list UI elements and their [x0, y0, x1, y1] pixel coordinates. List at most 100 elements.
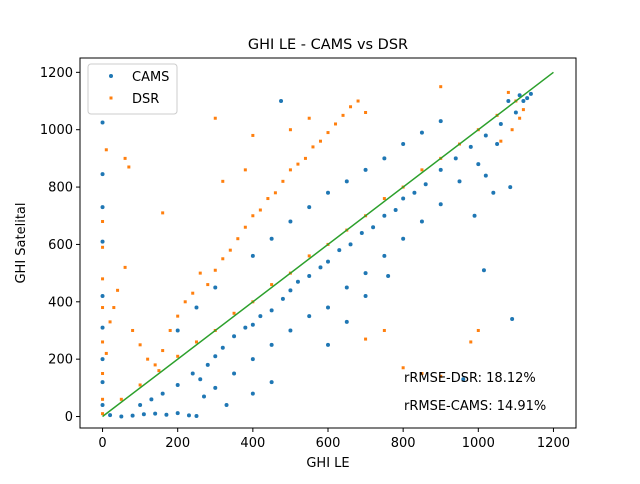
data-point-cams: [153, 411, 158, 416]
data-point-cams: [269, 380, 274, 385]
data-point-cams: [476, 162, 481, 167]
data-point-cams: [348, 242, 353, 247]
data-point-cams: [498, 121, 503, 126]
x-tick-label: 200: [165, 436, 190, 451]
data-point-dsr: [266, 197, 270, 201]
data-point-dsr: [112, 306, 116, 310]
data-point-cams: [108, 413, 113, 418]
data-point-cams: [468, 144, 473, 149]
data-point-cams: [363, 167, 368, 172]
legend-marker-dsr: [109, 96, 113, 100]
data-point-dsr: [161, 211, 165, 215]
data-point-cams: [186, 413, 191, 418]
data-point-cams: [224, 403, 229, 408]
data-point-cams: [307, 205, 312, 210]
y-tick-label: 0: [65, 410, 73, 425]
data-point-dsr: [176, 314, 180, 318]
data-point-dsr: [251, 133, 255, 137]
data-point-cams: [205, 362, 210, 367]
data-point-dsr: [101, 412, 105, 416]
data-point-dsr: [401, 366, 405, 370]
data-point-cams: [382, 213, 387, 218]
data-point-cams: [279, 99, 284, 104]
data-point-dsr: [123, 156, 127, 160]
data-point-cams: [344, 179, 349, 184]
data-point-dsr: [131, 328, 135, 332]
data-point-cams: [243, 325, 248, 330]
data-point-cams: [194, 305, 199, 310]
data-point-dsr: [228, 248, 232, 252]
data-point-dsr: [101, 372, 105, 376]
data-point-cams: [382, 253, 387, 258]
data-point-cams: [232, 371, 237, 376]
data-point-cams: [491, 190, 496, 195]
data-point-dsr: [138, 343, 142, 347]
x-tick-label: 600: [316, 436, 341, 451]
data-point-cams: [382, 156, 387, 161]
data-point-cams: [359, 230, 364, 235]
data-point-dsr: [518, 116, 522, 120]
data-point-dsr: [116, 288, 120, 292]
data-point-cams: [481, 268, 486, 273]
data-point-dsr: [213, 268, 217, 272]
data-point-dsr: [194, 340, 198, 344]
data-point-dsr: [243, 225, 247, 229]
data-point-dsr: [191, 291, 195, 295]
data-point-cams: [160, 391, 165, 396]
data-point-cams: [326, 190, 330, 195]
data-point-dsr: [101, 245, 105, 249]
data-point-dsr: [341, 113, 345, 117]
data-point-dsr: [318, 139, 322, 143]
data-point-dsr: [288, 128, 292, 132]
data-point-dsr: [307, 254, 311, 258]
data-point-cams: [307, 314, 312, 319]
data-point-cams: [130, 413, 135, 418]
data-point-dsr: [221, 179, 225, 183]
data-point-cams: [288, 328, 293, 333]
data-point-dsr: [104, 148, 108, 152]
data-point-cams: [307, 273, 312, 278]
data-point-dsr: [236, 237, 240, 241]
data-point-cams: [269, 308, 274, 313]
x-axis: 0 200 400 600 800 1000 1200: [98, 428, 570, 451]
data-point-cams: [506, 99, 511, 104]
data-point-dsr: [296, 162, 300, 166]
data-point-cams: [164, 412, 169, 417]
data-point-cams: [483, 133, 488, 138]
data-point-dsr: [307, 116, 311, 120]
y-tick-label: 400: [48, 295, 73, 310]
identity-line: [102, 71, 554, 418]
data-point-cams: [483, 173, 488, 178]
y-axis-label: GHI Satelital: [14, 202, 29, 283]
data-point-cams: [175, 328, 180, 333]
data-point-cams: [258, 314, 263, 319]
data-point-dsr: [101, 340, 105, 344]
data-point-dsr: [101, 397, 105, 401]
data-point-cams: [100, 357, 105, 362]
data-point-dsr: [232, 311, 236, 315]
series-cams: [100, 91, 533, 419]
data-point-dsr: [469, 340, 473, 344]
data-point-cams: [175, 382, 180, 387]
data-point-dsr: [176, 354, 180, 358]
data-point-cams: [528, 91, 533, 96]
data-point-dsr: [326, 131, 330, 135]
annotation-rrmse-cams: rRMSE-CAMS: 14.91%: [404, 399, 546, 414]
x-tick-label: 1200: [537, 436, 570, 451]
data-point-dsr: [161, 349, 165, 353]
data-point-dsr: [303, 156, 307, 160]
data-point-dsr: [364, 337, 368, 341]
annotation-rrmse-dsr: rRMSE-DSR: 18.12%: [404, 371, 536, 386]
data-point-dsr: [108, 320, 112, 324]
x-tick-label: 0: [98, 436, 106, 451]
data-point-dsr: [349, 105, 353, 109]
data-point-cams: [213, 354, 218, 359]
data-point-dsr: [510, 128, 514, 132]
data-point-cams: [119, 414, 124, 419]
data-point-cams: [438, 202, 443, 207]
data-point-cams: [461, 377, 466, 382]
data-point-cams: [412, 190, 417, 195]
data-point-dsr: [382, 197, 386, 201]
data-point-cams: [419, 130, 424, 135]
